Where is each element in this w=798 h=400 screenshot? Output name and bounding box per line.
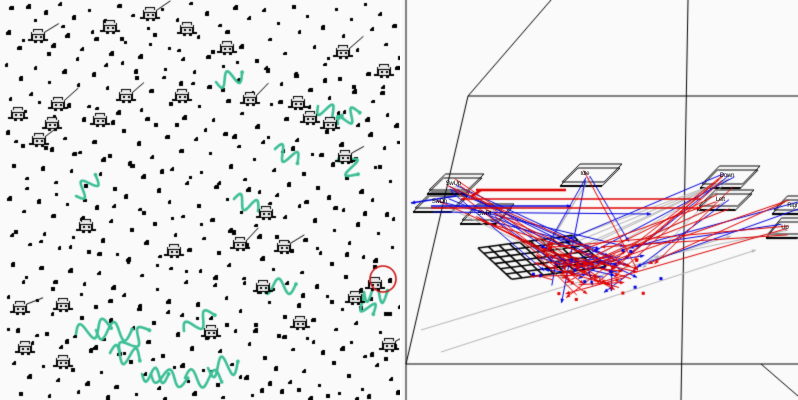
transition-graph-canvas[interactable] (401, 0, 798, 400)
panel-divider (400, 0, 401, 400)
particle-agent-world-panel[interactable] (0, 0, 400, 400)
particle-world-canvas[interactable] (0, 0, 400, 400)
3d-transition-graph-panel[interactable]: SwUpSwDnSwRtIdleDownLeftUpRight (401, 0, 798, 400)
